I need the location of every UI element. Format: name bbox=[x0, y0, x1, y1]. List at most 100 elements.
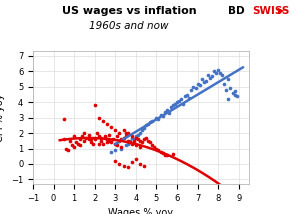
Point bbox=[86, 138, 91, 141]
Point bbox=[113, 128, 118, 132]
Point bbox=[129, 136, 134, 140]
Point bbox=[100, 119, 105, 122]
Point bbox=[80, 135, 85, 138]
Point bbox=[129, 142, 134, 146]
Point bbox=[138, 145, 142, 149]
Point bbox=[107, 139, 112, 143]
Point bbox=[119, 138, 124, 141]
Y-axis label: CPI % yoy: CPI % yoy bbox=[0, 94, 5, 142]
Point bbox=[158, 150, 163, 153]
Point bbox=[117, 162, 122, 166]
Point bbox=[164, 108, 169, 112]
Point bbox=[105, 138, 110, 141]
Point bbox=[154, 147, 159, 150]
Point bbox=[148, 121, 153, 124]
Point bbox=[119, 145, 124, 149]
Point bbox=[98, 139, 103, 143]
Point bbox=[185, 93, 190, 96]
Point bbox=[197, 84, 202, 87]
Text: ▶: ▶ bbox=[278, 6, 285, 15]
Point bbox=[138, 162, 142, 166]
Point bbox=[146, 122, 151, 126]
Point bbox=[150, 144, 155, 147]
Point bbox=[138, 131, 142, 135]
Point bbox=[175, 101, 179, 104]
Point bbox=[224, 88, 229, 92]
Point bbox=[88, 141, 93, 144]
Point bbox=[94, 131, 99, 135]
Point bbox=[107, 133, 112, 136]
Point bbox=[84, 136, 89, 140]
Point bbox=[234, 94, 239, 98]
Point bbox=[125, 131, 130, 135]
Point bbox=[76, 142, 81, 146]
Point bbox=[131, 139, 136, 143]
Point bbox=[144, 124, 148, 127]
Point bbox=[66, 148, 70, 152]
Point bbox=[115, 135, 120, 138]
Text: 1960s and now: 1960s and now bbox=[89, 21, 169, 31]
Point bbox=[115, 144, 120, 147]
Point bbox=[92, 136, 97, 140]
Point bbox=[123, 131, 128, 135]
Point bbox=[208, 76, 212, 79]
Point bbox=[160, 152, 165, 155]
Point bbox=[134, 144, 138, 147]
Point bbox=[98, 136, 103, 140]
Point bbox=[181, 102, 186, 106]
Point bbox=[123, 144, 128, 147]
Point bbox=[105, 122, 110, 126]
Point bbox=[134, 136, 138, 140]
Point bbox=[170, 104, 175, 107]
Point bbox=[154, 116, 159, 119]
Point bbox=[72, 145, 76, 149]
Point bbox=[140, 128, 144, 132]
Point bbox=[105, 141, 110, 144]
Point bbox=[109, 150, 114, 153]
Point bbox=[179, 97, 184, 101]
Point bbox=[167, 111, 171, 115]
Point bbox=[82, 131, 87, 135]
Point bbox=[125, 165, 130, 169]
Point bbox=[210, 74, 214, 78]
Point bbox=[218, 71, 223, 75]
Point bbox=[206, 73, 210, 76]
Point bbox=[113, 142, 118, 146]
Point bbox=[119, 147, 124, 150]
Point bbox=[199, 77, 204, 81]
Point bbox=[136, 138, 140, 141]
Point bbox=[203, 79, 208, 82]
Point bbox=[140, 141, 144, 144]
Point bbox=[232, 93, 237, 96]
Point bbox=[226, 97, 231, 101]
Point bbox=[134, 135, 138, 138]
Point bbox=[117, 139, 122, 143]
Point bbox=[90, 142, 95, 146]
Point bbox=[61, 117, 66, 121]
Point bbox=[121, 136, 126, 140]
Point bbox=[187, 96, 192, 99]
Point bbox=[72, 135, 76, 138]
Point bbox=[214, 71, 218, 75]
Point bbox=[109, 125, 114, 129]
Point bbox=[136, 133, 140, 136]
Point bbox=[121, 128, 126, 132]
Point bbox=[162, 153, 167, 156]
Point bbox=[142, 127, 146, 130]
Point bbox=[191, 85, 196, 89]
Point bbox=[125, 139, 130, 143]
Point bbox=[129, 161, 134, 164]
Point bbox=[160, 114, 165, 118]
Point bbox=[92, 138, 97, 141]
Point bbox=[183, 94, 188, 98]
Point bbox=[220, 73, 225, 76]
Text: BD: BD bbox=[228, 6, 244, 16]
Point bbox=[64, 147, 68, 150]
Point bbox=[172, 102, 177, 106]
Point bbox=[195, 82, 200, 85]
Point bbox=[158, 113, 163, 116]
Point bbox=[134, 158, 138, 161]
X-axis label: Wages % yoy: Wages % yoy bbox=[109, 208, 173, 214]
Point bbox=[164, 153, 169, 156]
Point bbox=[228, 87, 233, 90]
